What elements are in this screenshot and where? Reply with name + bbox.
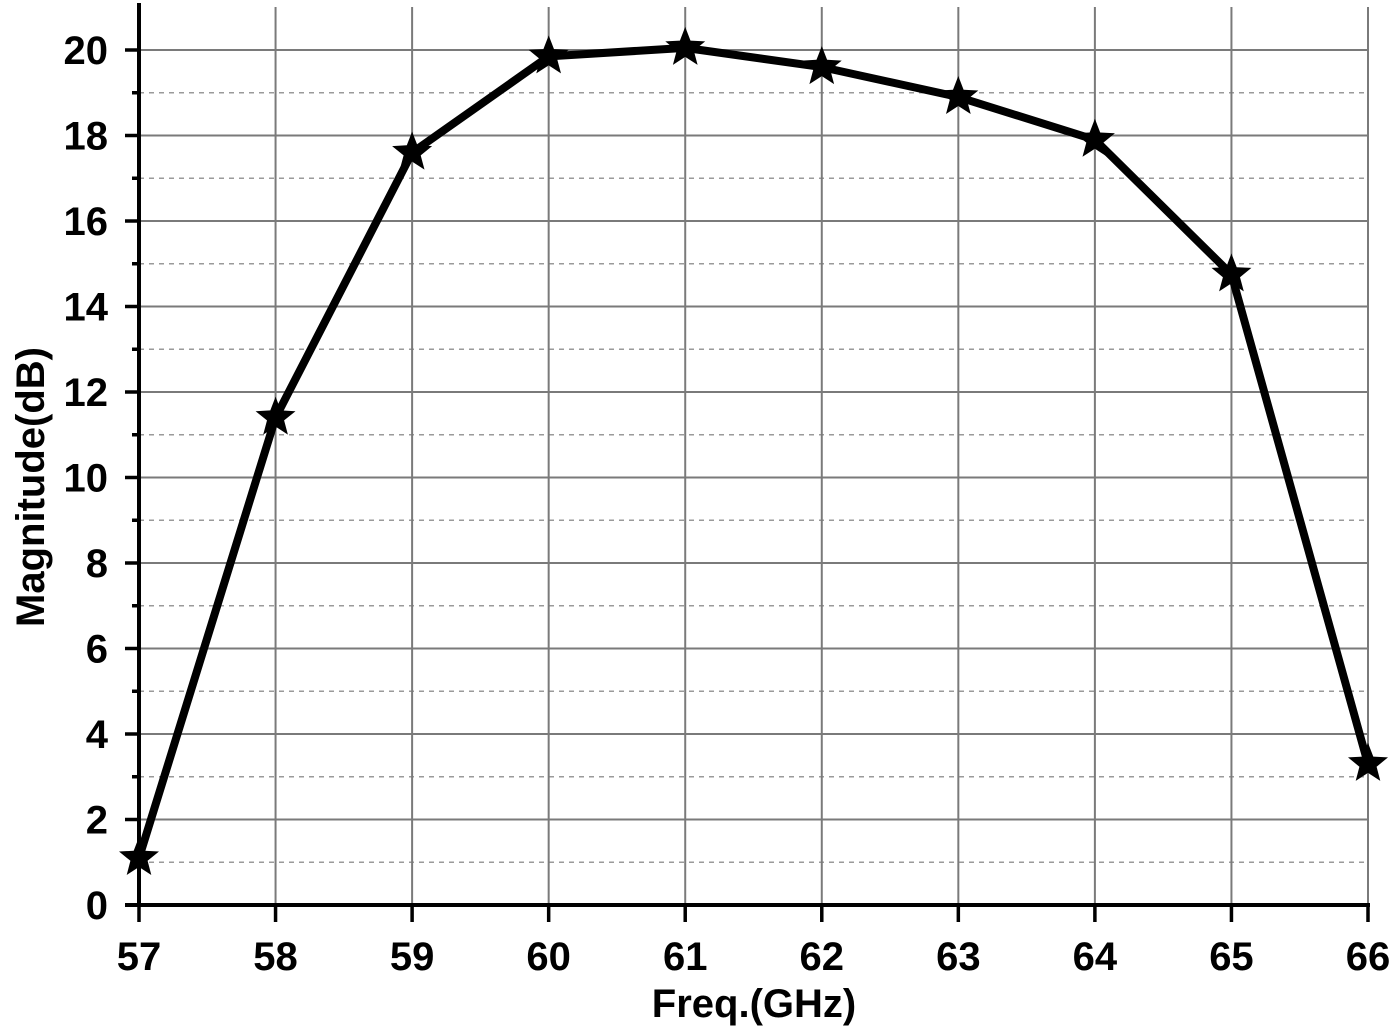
minor-gridlines <box>139 91 1368 864</box>
y-tick-label: 2 <box>86 799 108 843</box>
series-line <box>135 43 1372 860</box>
y-tick-label: 20 <box>64 29 109 73</box>
x-tick-label: 59 <box>390 935 435 979</box>
data-series <box>119 26 1388 875</box>
x-tick-label: 61 <box>663 935 708 979</box>
axes <box>125 3 1370 907</box>
x-tick-label: 66 <box>1346 935 1391 979</box>
y-tick-label: 0 <box>86 884 108 928</box>
star-marker <box>528 35 569 74</box>
y-tick-label: 4 <box>86 713 109 757</box>
star-marker <box>392 131 433 170</box>
y-tick-label: 12 <box>64 371 109 415</box>
star-marker <box>938 76 979 114</box>
star-marker <box>255 396 296 435</box>
x-tick-label: 62 <box>800 935 845 979</box>
x-tick-label: 60 <box>526 935 571 979</box>
star-marker <box>1074 118 1115 157</box>
y-tick-label: 16 <box>64 200 109 244</box>
x-tick-label: 63 <box>936 935 981 979</box>
x-tick-label: 57 <box>117 935 162 979</box>
y-tick-label: 18 <box>64 115 109 159</box>
y-axis-title: Magnitude(dB) <box>9 347 53 627</box>
y-tick-label: 14 <box>64 286 109 330</box>
x-axis-ticks: 57 58 59 60 61 62 63 64 65 66 <box>117 905 1391 979</box>
x-axis-title: Freq.(GHz) <box>652 982 856 1026</box>
major-gridlines <box>139 7 1369 905</box>
star-marker <box>1348 742 1388 781</box>
x-tick-label: 65 <box>1209 935 1254 979</box>
x-tick-label: 58 <box>253 935 298 979</box>
y-tick-label: 8 <box>86 542 108 586</box>
star-marker <box>801 46 842 85</box>
x-tick-label: 64 <box>1073 935 1118 979</box>
y-tick-label: 6 <box>86 628 108 672</box>
star-marker <box>665 26 706 65</box>
star-marker <box>119 837 159 875</box>
y-axis-ticks: 0 2 4 6 8 10 12 14 16 18 20 <box>64 29 139 928</box>
star-marker <box>1211 253 1252 292</box>
y-tick-label: 10 <box>64 457 109 501</box>
